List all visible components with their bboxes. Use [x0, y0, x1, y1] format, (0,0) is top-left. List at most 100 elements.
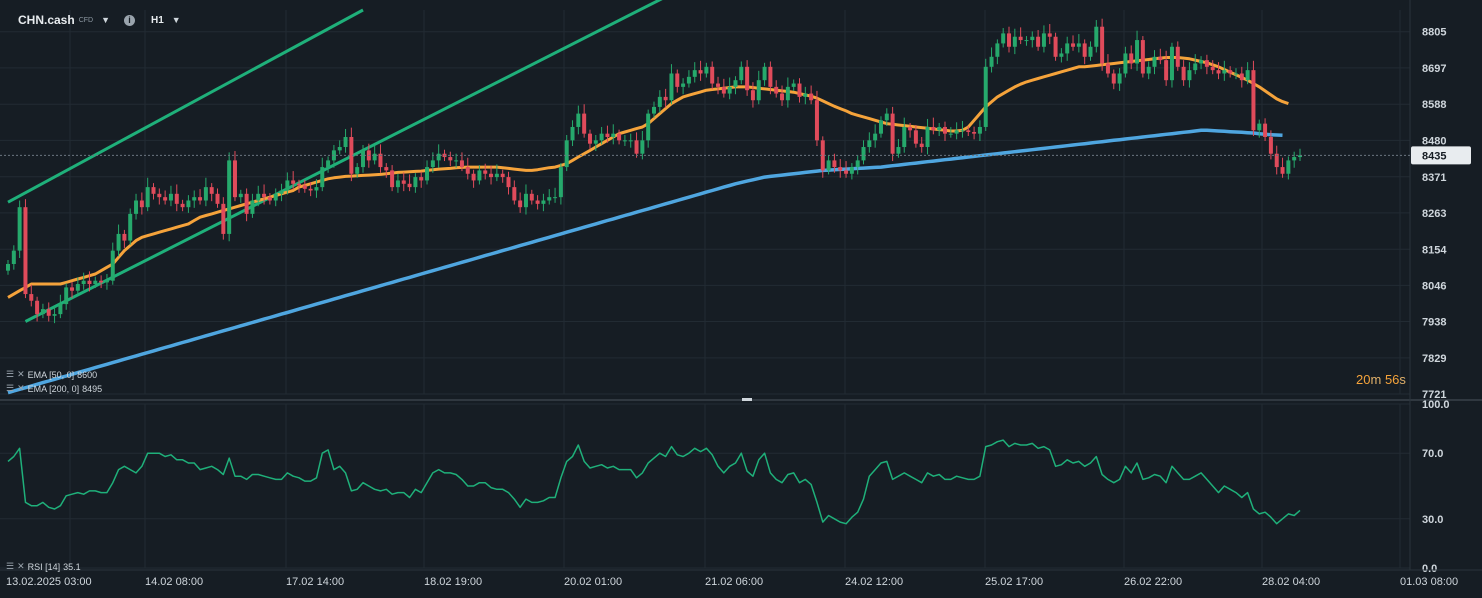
close-icon[interactable]: ✕ — [17, 561, 25, 571]
candle-body — [547, 197, 552, 201]
symbol-dropdown-icon[interactable]: ▼ — [101, 15, 110, 25]
candle-body — [180, 203, 185, 208]
candle-body — [1152, 56, 1157, 67]
candle-body — [564, 140, 569, 168]
candle-body — [372, 153, 377, 161]
candle-body — [70, 287, 75, 291]
candle-body — [797, 83, 802, 97]
close-icon[interactable]: ✕ — [17, 369, 25, 379]
candle-body — [844, 170, 849, 174]
candle-body — [6, 263, 10, 271]
countdown-seconds: 56 — [1384, 372, 1400, 387]
candle-body — [35, 300, 40, 315]
countdown-seconds-unit: s — [1399, 372, 1406, 387]
rsi-legend: ☰ ✕ RSI [14] 35.1 — [6, 561, 81, 572]
candle-body — [93, 280, 98, 285]
candle-body — [739, 66, 744, 81]
candle-body — [23, 207, 28, 295]
time-tick-label: 21.02 06:00 — [705, 576, 763, 588]
close-icon[interactable]: ✕ — [17, 383, 25, 393]
ema200-line — [7, 128, 1283, 395]
candle-body — [1233, 73, 1238, 75]
candle-body — [1164, 60, 1169, 81]
timeframe-label[interactable]: H1 — [151, 14, 164, 26]
candle-body — [1298, 155, 1302, 158]
candle-body — [983, 66, 988, 127]
candle-body — [838, 167, 843, 171]
settings-icon[interactable]: ☰ — [6, 383, 15, 393]
candle-body — [308, 188, 313, 191]
candle-body — [681, 83, 686, 87]
candle-body — [710, 66, 715, 84]
candle-body — [646, 113, 651, 141]
candle-body — [960, 130, 965, 132]
candle-body — [657, 96, 662, 107]
candle-body — [349, 136, 354, 174]
candle-body — [756, 80, 761, 101]
candle-body — [471, 173, 476, 181]
candle-body — [617, 133, 622, 141]
current-price-label: 8435 — [1422, 150, 1446, 162]
candle-body — [745, 66, 750, 91]
candle-body — [407, 183, 412, 188]
candle-body — [1071, 43, 1076, 47]
time-tick-label: 01.03 08:00 — [1400, 576, 1458, 588]
candle-body — [198, 197, 203, 201]
candle-body — [1245, 70, 1250, 81]
candle-body — [40, 309, 45, 315]
candle-body — [1239, 73, 1244, 81]
settings-icon[interactable]: ☰ — [6, 561, 15, 571]
candle-body — [494, 173, 499, 178]
candle-body — [942, 126, 947, 134]
time-tick-label: 26.02 22:00 — [1124, 576, 1182, 588]
candle-body — [296, 183, 301, 186]
candle-body — [640, 140, 645, 154]
rsi-tick-label: 70.0 — [1422, 448, 1443, 460]
candle-body — [1076, 43, 1081, 47]
candle-body — [430, 160, 435, 168]
candle-body — [809, 93, 814, 101]
candle-body — [168, 193, 173, 201]
candle-body — [622, 140, 627, 142]
candle-body — [599, 133, 604, 141]
candle-body — [1274, 153, 1279, 168]
info-icon[interactable]: i — [124, 14, 135, 26]
time-tick-label: 24.02 12:00 — [845, 576, 903, 588]
candle-body — [378, 153, 383, 168]
candle-body — [1280, 167, 1285, 174]
candle-body — [908, 126, 913, 131]
price-tick-label: 7829 — [1422, 353, 1446, 365]
candle-body — [1251, 70, 1256, 131]
price-tick-label: 8588 — [1422, 99, 1446, 111]
candle-body — [652, 106, 656, 114]
price-tick-label: 8371 — [1422, 172, 1446, 184]
rsi-value: 35.1 — [63, 561, 81, 572]
settings-icon[interactable]: ☰ — [6, 369, 15, 379]
ema50-label: EMA [50, 0] — [27, 369, 75, 380]
candle-body — [1001, 33, 1006, 44]
candle-body — [972, 131, 977, 134]
timeframe-dropdown-icon[interactable]: ▼ — [171, 15, 181, 25]
candle-body — [669, 73, 674, 101]
candle-body — [1286, 160, 1291, 174]
candle-body — [390, 170, 395, 188]
candle-body — [896, 147, 901, 154]
price-tick-label: 8480 — [1422, 135, 1446, 147]
candle-body — [750, 90, 755, 101]
candle-body — [139, 200, 144, 208]
rsi-label: RSI [14] — [27, 561, 61, 572]
candle-body — [826, 160, 831, 171]
candle-body — [523, 193, 528, 208]
price-tick-label: 8805 — [1422, 27, 1446, 39]
symbol-label[interactable]: CHN.cash — [18, 13, 75, 27]
candle-body — [110, 250, 115, 281]
candle-body — [913, 130, 918, 144]
time-tick-label: 17.02 14:00 — [286, 576, 344, 588]
candle-body — [768, 66, 773, 87]
candle-body — [931, 126, 936, 131]
candle-body — [1007, 33, 1012, 47]
candle-body — [1065, 43, 1070, 54]
candle-body — [704, 66, 709, 74]
candle-body — [1216, 70, 1221, 74]
